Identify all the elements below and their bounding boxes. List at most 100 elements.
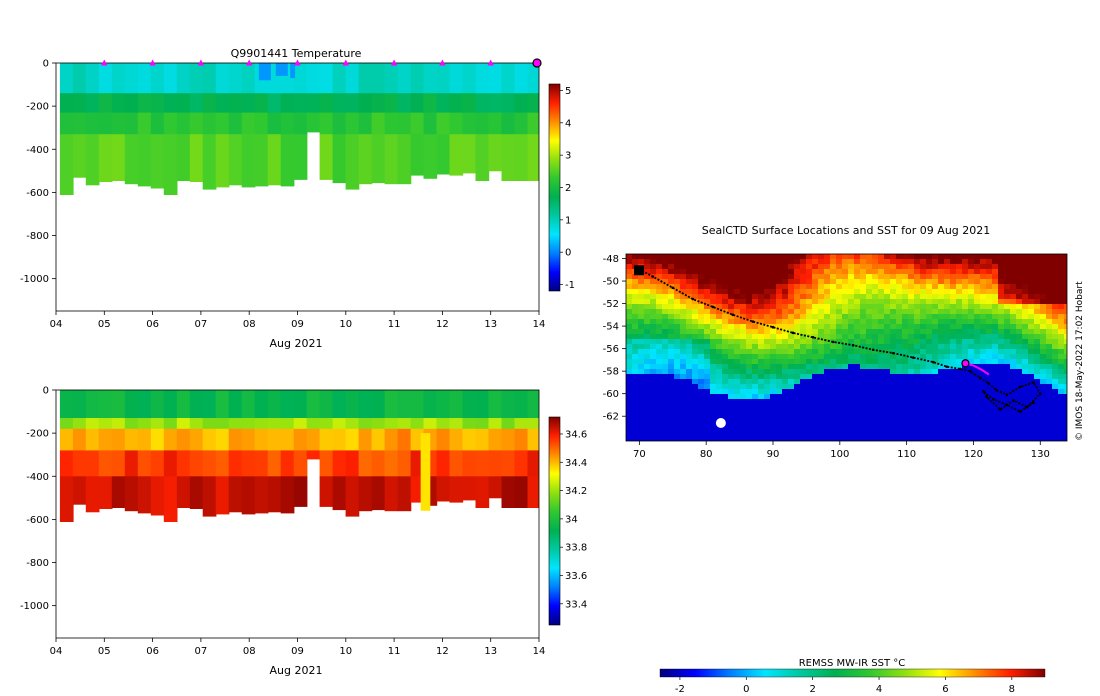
profile-cell (59, 134, 74, 195)
sst-cell (926, 304, 933, 310)
sst-cell (734, 304, 741, 310)
sst-cell (638, 339, 645, 345)
sst-cell (1046, 384, 1053, 390)
sst-cell (686, 429, 693, 435)
sst-cell (746, 349, 753, 355)
sst-cell (722, 414, 729, 420)
profile-cell (267, 418, 282, 430)
sst-cell (656, 419, 663, 425)
sst-cell (956, 289, 963, 295)
sst-cell (944, 334, 951, 340)
sst-cell (926, 284, 933, 290)
sst-cell (656, 359, 663, 365)
profile-cell (436, 418, 451, 430)
map-y-ticks: -48-50-52-54-56-58-60-62 (603, 254, 626, 423)
profile-cell (462, 476, 477, 501)
sst-cell (872, 309, 879, 315)
sst-cell (902, 289, 909, 295)
profile-cell (501, 112, 516, 135)
sst-cell (1028, 339, 1035, 345)
sst-cell (986, 349, 993, 355)
sst-cell (1058, 284, 1065, 290)
sst-cell (794, 354, 801, 360)
profile-cell (111, 476, 126, 508)
sst-cell (848, 334, 855, 340)
sst-cell (1064, 339, 1067, 345)
sst-cell (704, 404, 711, 410)
sst-cell (638, 374, 645, 380)
sst-cell (1028, 399, 1035, 405)
sst-cell (650, 299, 657, 305)
sst-cell (770, 349, 777, 355)
profile-cell (397, 112, 412, 135)
sst-cell (722, 294, 729, 300)
sst-cell (692, 349, 699, 355)
sst-cell (854, 309, 861, 315)
sst-cell (638, 319, 645, 325)
sst-cell (650, 364, 657, 370)
sst-cell (776, 384, 783, 390)
sst-cell (980, 264, 987, 270)
x-tick-label: 09 (291, 646, 304, 657)
sst-cell (698, 394, 705, 400)
sst-cell (734, 299, 741, 305)
sst-cell (884, 424, 891, 430)
sst-cell (788, 439, 795, 441)
sst-cell (764, 424, 771, 430)
sst-cell (956, 364, 963, 370)
sst-cell (782, 339, 789, 345)
sst-cell (650, 439, 657, 441)
sst-cell (956, 359, 963, 365)
sst-cell (680, 379, 687, 385)
sst-cell (698, 424, 705, 430)
sst-cell (770, 304, 777, 310)
x-tick-label: 14 (533, 319, 546, 330)
sst-cell (638, 254, 645, 260)
profile-cell (280, 112, 295, 135)
profile-cell (293, 418, 308, 430)
sst-cell (848, 399, 855, 405)
sst-cell (728, 349, 735, 355)
sst-cell (980, 354, 987, 360)
sst-cell (656, 374, 663, 380)
profile-cell (436, 93, 451, 113)
sst-cell (686, 274, 693, 280)
sst-cell (902, 414, 909, 420)
x-tick-label: 10 (339, 319, 352, 330)
sst-cell (680, 304, 687, 310)
sst-cell (1034, 394, 1041, 400)
sst-cell (974, 399, 981, 405)
sst-cell (1064, 269, 1067, 275)
sst-cell (638, 424, 645, 430)
sst-cell (644, 374, 651, 380)
track-point (871, 348, 875, 352)
sst-cell (770, 399, 777, 405)
sst-cell (902, 254, 909, 260)
sst-cell (782, 359, 789, 365)
sst-cell (818, 269, 825, 275)
profile-cell (72, 63, 87, 94)
sst-cell (974, 319, 981, 325)
sst-cell (932, 349, 939, 355)
profile-cell (202, 476, 217, 517)
sst-cell (938, 299, 945, 305)
sst-cell (938, 404, 945, 410)
sst-cell (1058, 439, 1065, 441)
sst-cell (1004, 359, 1011, 365)
sst-cell (776, 279, 783, 285)
colorbar-tick-label: 2 (565, 183, 571, 194)
sst-cell (1052, 429, 1059, 435)
sst-cell (656, 319, 663, 325)
sst-cell (788, 259, 795, 265)
sst-cell (998, 299, 1005, 305)
sst-cell (680, 384, 687, 390)
sst-cell (884, 259, 891, 265)
sst-cell (980, 379, 987, 385)
sst-cell (890, 344, 897, 350)
sst-cell (830, 364, 837, 370)
sst-cell (950, 384, 957, 390)
sst-cell (650, 354, 657, 360)
sst-cell (638, 369, 645, 375)
profile-cell (98, 428, 113, 451)
sst-cell (686, 299, 693, 305)
